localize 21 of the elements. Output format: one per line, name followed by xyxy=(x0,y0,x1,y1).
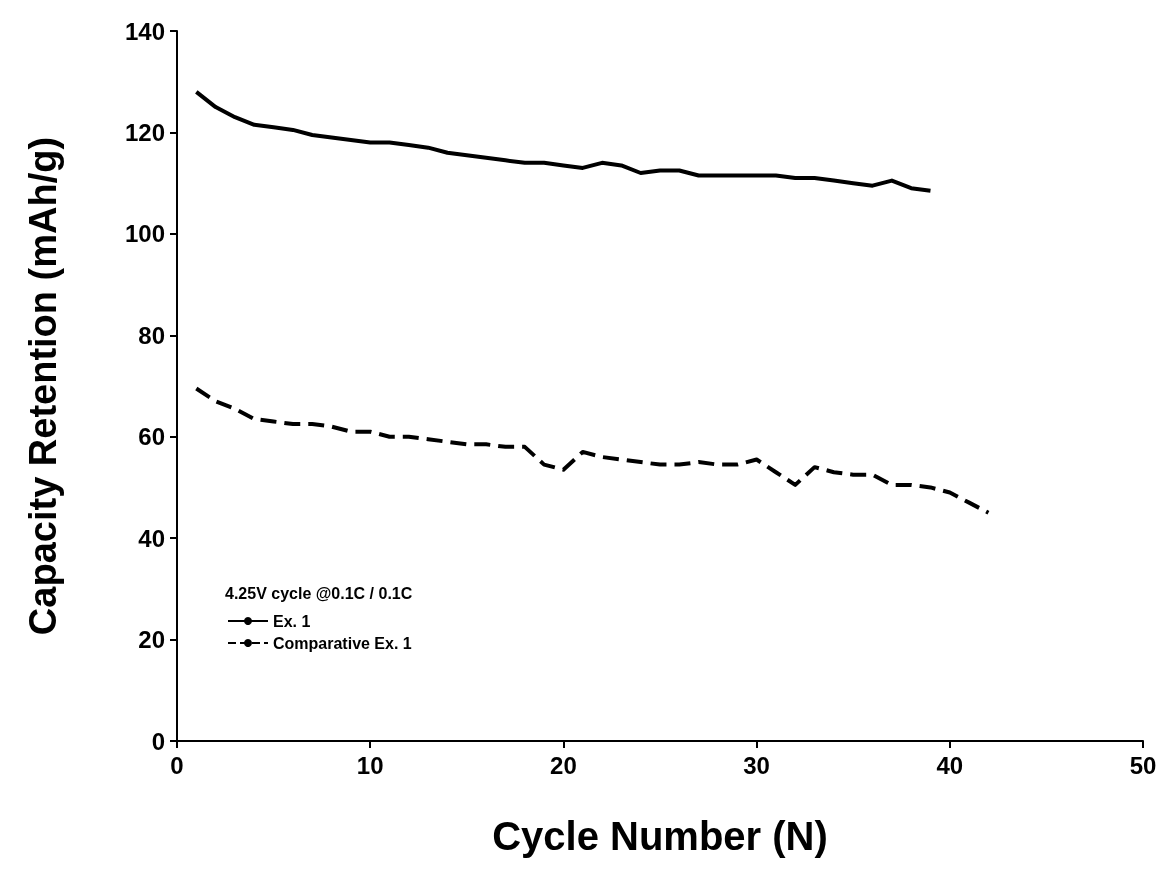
legend-label: Comparative Ex. 1 xyxy=(273,634,412,652)
legend-label: Ex. 1 xyxy=(273,612,311,630)
y-axis-title: Capacity Retention (mAh/g) xyxy=(22,136,64,636)
x-tick-label: 40 xyxy=(936,751,964,779)
y-tick-label: 140 xyxy=(124,17,165,45)
y-tick-label: 80 xyxy=(138,321,165,349)
y-tick-label: 120 xyxy=(124,118,165,146)
legend-title: 4.25V cycle @0.1C / 0.1C xyxy=(225,584,413,602)
x-tick-label: 30 xyxy=(743,751,770,779)
line-series xyxy=(194,386,991,515)
y-tick-label: 20 xyxy=(138,626,165,654)
x-tick-label: 10 xyxy=(356,751,384,779)
x-tick-label: 20 xyxy=(550,751,577,779)
x-axis-title: Cycle Number (N) xyxy=(492,814,828,858)
x-tick-label: 0 xyxy=(170,751,184,779)
line-series xyxy=(194,89,933,193)
x-tick-label: 50 xyxy=(1129,751,1157,779)
y-tick-label: 100 xyxy=(124,220,165,248)
y-tick-label: 40 xyxy=(138,524,165,552)
y-tick-label: 0 xyxy=(151,727,165,755)
y-tick-label: 60 xyxy=(138,423,165,451)
